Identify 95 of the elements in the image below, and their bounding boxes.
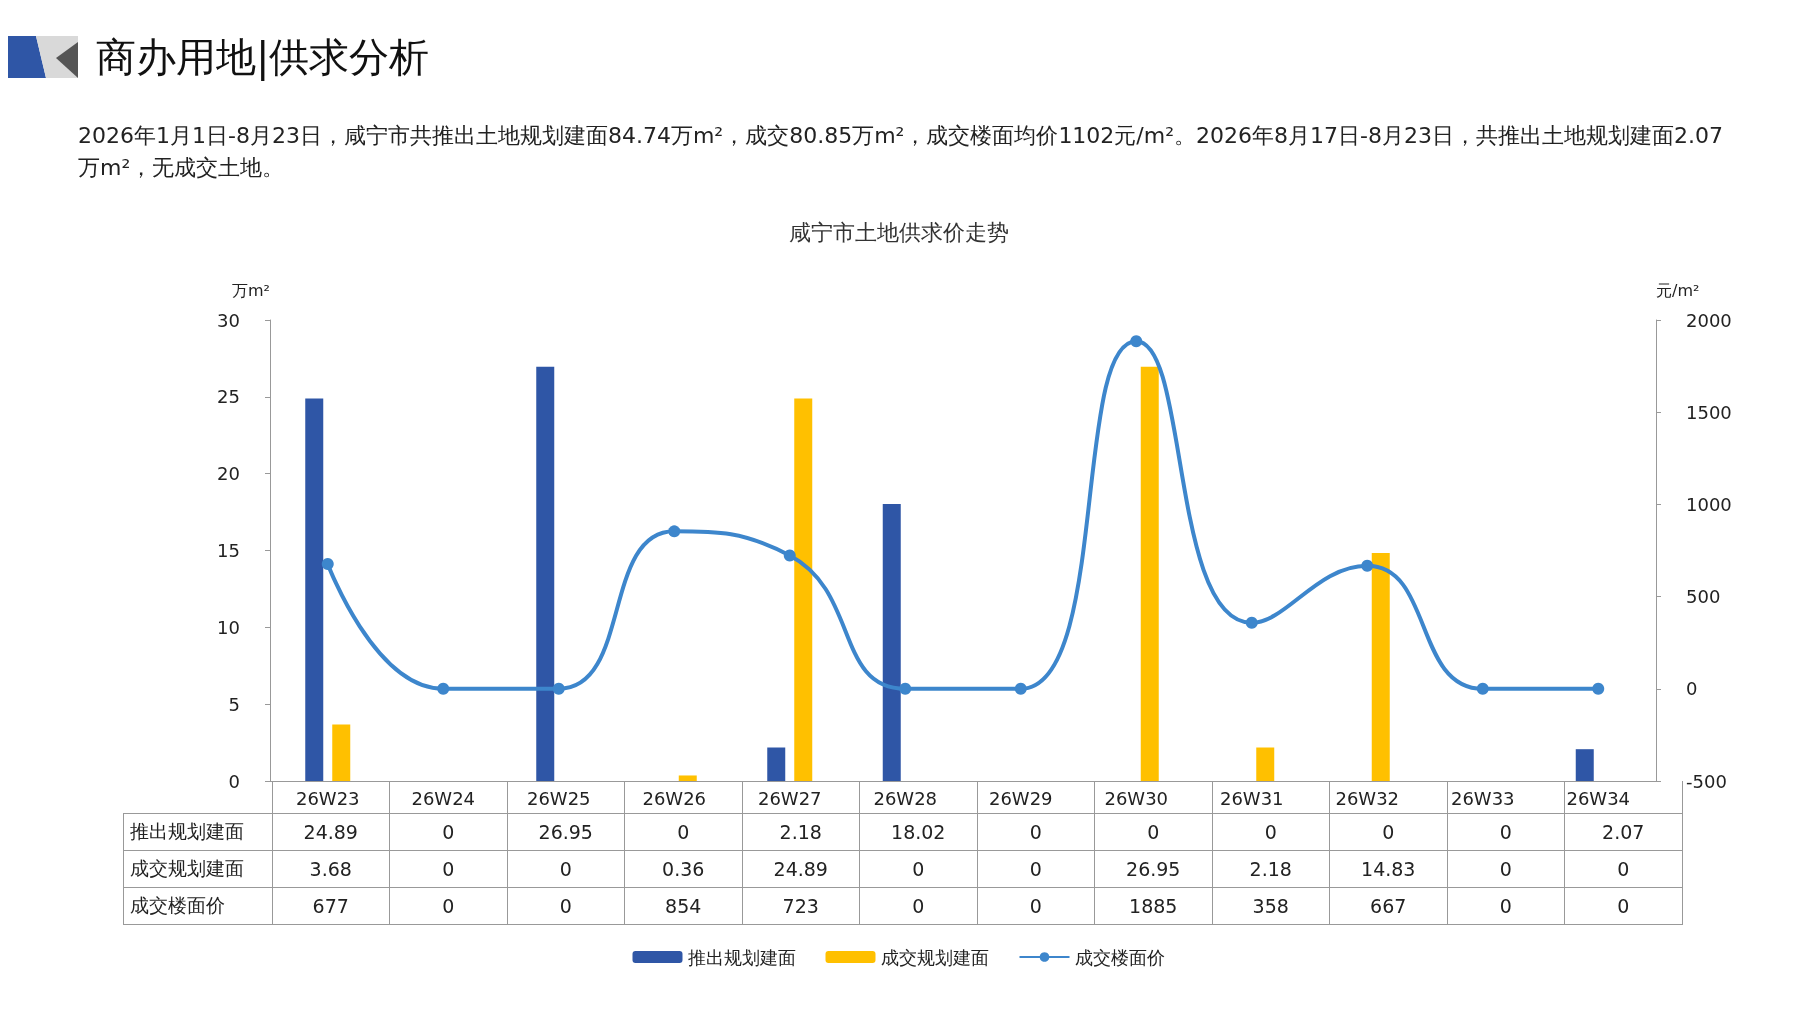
data-label: 0 <box>859 850 977 887</box>
data-label: 14.83 <box>1329 850 1447 887</box>
bar <box>1371 553 1390 781</box>
bar <box>536 366 555 781</box>
point <box>899 682 912 695</box>
bar <box>332 724 351 781</box>
data-label: 2.07 <box>1564 813 1682 850</box>
data-label: 0 <box>389 850 507 887</box>
bar <box>1575 749 1594 781</box>
data-label: 26.95 <box>1094 850 1212 887</box>
data-label: 854 <box>624 887 742 924</box>
y-tick-label: 25 <box>217 386 240 408</box>
data-label: 0 <box>1212 813 1330 850</box>
data-label: 0 <box>389 887 507 924</box>
data-label: 24.89 <box>272 813 390 850</box>
data-label: 0 <box>389 813 507 850</box>
x-tick-label: 26W23 <box>295 787 360 809</box>
y-tick-label: 5 <box>228 693 240 715</box>
bar <box>1140 366 1159 781</box>
x-tick-label: 26W34 <box>1566 787 1631 809</box>
y-tick-label: 10 <box>217 616 240 638</box>
data-label: 3.68 <box>272 850 390 887</box>
x-tick-label: 26W30 <box>1104 787 1169 809</box>
legend-label: 推出规划建面 <box>687 946 796 968</box>
y-tick-label: 20 <box>217 463 240 485</box>
data-label: 1885 <box>1094 887 1212 924</box>
y2-tick-label: 1500 <box>1686 401 1732 423</box>
y2-tick-label: 1000 <box>1686 493 1732 515</box>
point <box>783 549 796 562</box>
y2-tick-label: 0 <box>1686 678 1698 700</box>
point <box>1361 559 1374 572</box>
data-label: 667 <box>1329 887 1447 924</box>
data-label: 0 <box>1094 813 1212 850</box>
bar <box>882 504 901 781</box>
x-tick-label: 26W26 <box>642 787 707 809</box>
data-label: 0 <box>1564 850 1682 887</box>
text: 成交规划建面 <box>130 856 244 879</box>
point <box>1130 335 1143 348</box>
point <box>1592 682 1605 695</box>
data-label: 0 <box>624 813 742 850</box>
x-tick-label: 26W27 <box>757 787 822 809</box>
point <box>437 682 450 695</box>
text: 成交楼面价 <box>130 893 225 916</box>
data-label: 0 <box>977 850 1095 887</box>
data-label: 0 <box>1447 850 1565 887</box>
bar <box>794 398 813 781</box>
data-label: 0 <box>1447 813 1565 850</box>
y2-axis-title: 元/m² <box>1656 280 1700 300</box>
legend-label: 成交规划建面 <box>880 946 989 968</box>
data-label: 2.18 <box>1212 850 1330 887</box>
data-label: 677 <box>272 887 390 924</box>
data-label: 0 <box>507 850 625 887</box>
data-label: 0.36 <box>624 850 742 887</box>
y2-tick-label: -500 <box>1686 770 1727 792</box>
data-label: 26.95 <box>507 813 625 850</box>
y-axis-title: 万m² <box>232 280 270 300</box>
data-label: 723 <box>742 887 860 924</box>
point <box>668 525 681 538</box>
data-label: 358 <box>1212 887 1330 924</box>
y-tick-label: 15 <box>217 540 240 561</box>
data-label: 0 <box>1447 887 1565 924</box>
data-label: 0 <box>859 887 977 924</box>
point <box>1245 616 1258 629</box>
chart-title: 咸宁市土地供求价走势 <box>788 219 1009 245</box>
legend-label: 成交楼面价 <box>1074 946 1165 968</box>
data-label: 0 <box>507 887 625 924</box>
point <box>552 682 565 695</box>
x-tick-label: 26W28 <box>873 787 938 809</box>
text: 商办用地|供求分析 <box>96 33 430 83</box>
bar <box>305 398 324 781</box>
data-label: 24.89 <box>742 850 860 887</box>
x-tick-label: 26W31 <box>1219 787 1284 809</box>
data-label: 0 <box>1329 813 1447 850</box>
data-label: 2.18 <box>742 813 860 850</box>
data-label: 0 <box>977 813 1095 850</box>
x-tick-label: 26W33 <box>1450 787 1515 809</box>
data-label: 0 <box>977 887 1095 924</box>
data-label: 18.02 <box>859 813 977 850</box>
y-tick-label: 0 <box>228 770 240 792</box>
x-tick-label: 26W25 <box>526 787 591 809</box>
text: 2026年1月1日-8月23日，咸宁市共推出土地规划建面84.74万m²，成交80.85万m²，成交楼面均价1102元/m²。2026年8月17日-8月23日，共推出土地规划建面2.07万m²，无成交土地。 <box>78 122 1724 182</box>
y2-tick-label: 2000 <box>1686 309 1732 331</box>
x-tick-label: 26W24 <box>411 787 476 809</box>
text: 推出规划建面 <box>130 819 244 842</box>
y-tick-label: 30 <box>217 309 240 331</box>
point <box>1476 682 1489 695</box>
data-label: 0 <box>1564 887 1682 924</box>
x-tick-label: 26W32 <box>1335 787 1400 809</box>
point <box>1014 682 1027 695</box>
bar <box>678 775 697 781</box>
x-tick-label: 26W29 <box>988 787 1053 809</box>
y2-tick-label: 500 <box>1686 586 1721 608</box>
bar <box>767 747 786 781</box>
bar <box>1256 747 1275 781</box>
point <box>321 557 334 570</box>
